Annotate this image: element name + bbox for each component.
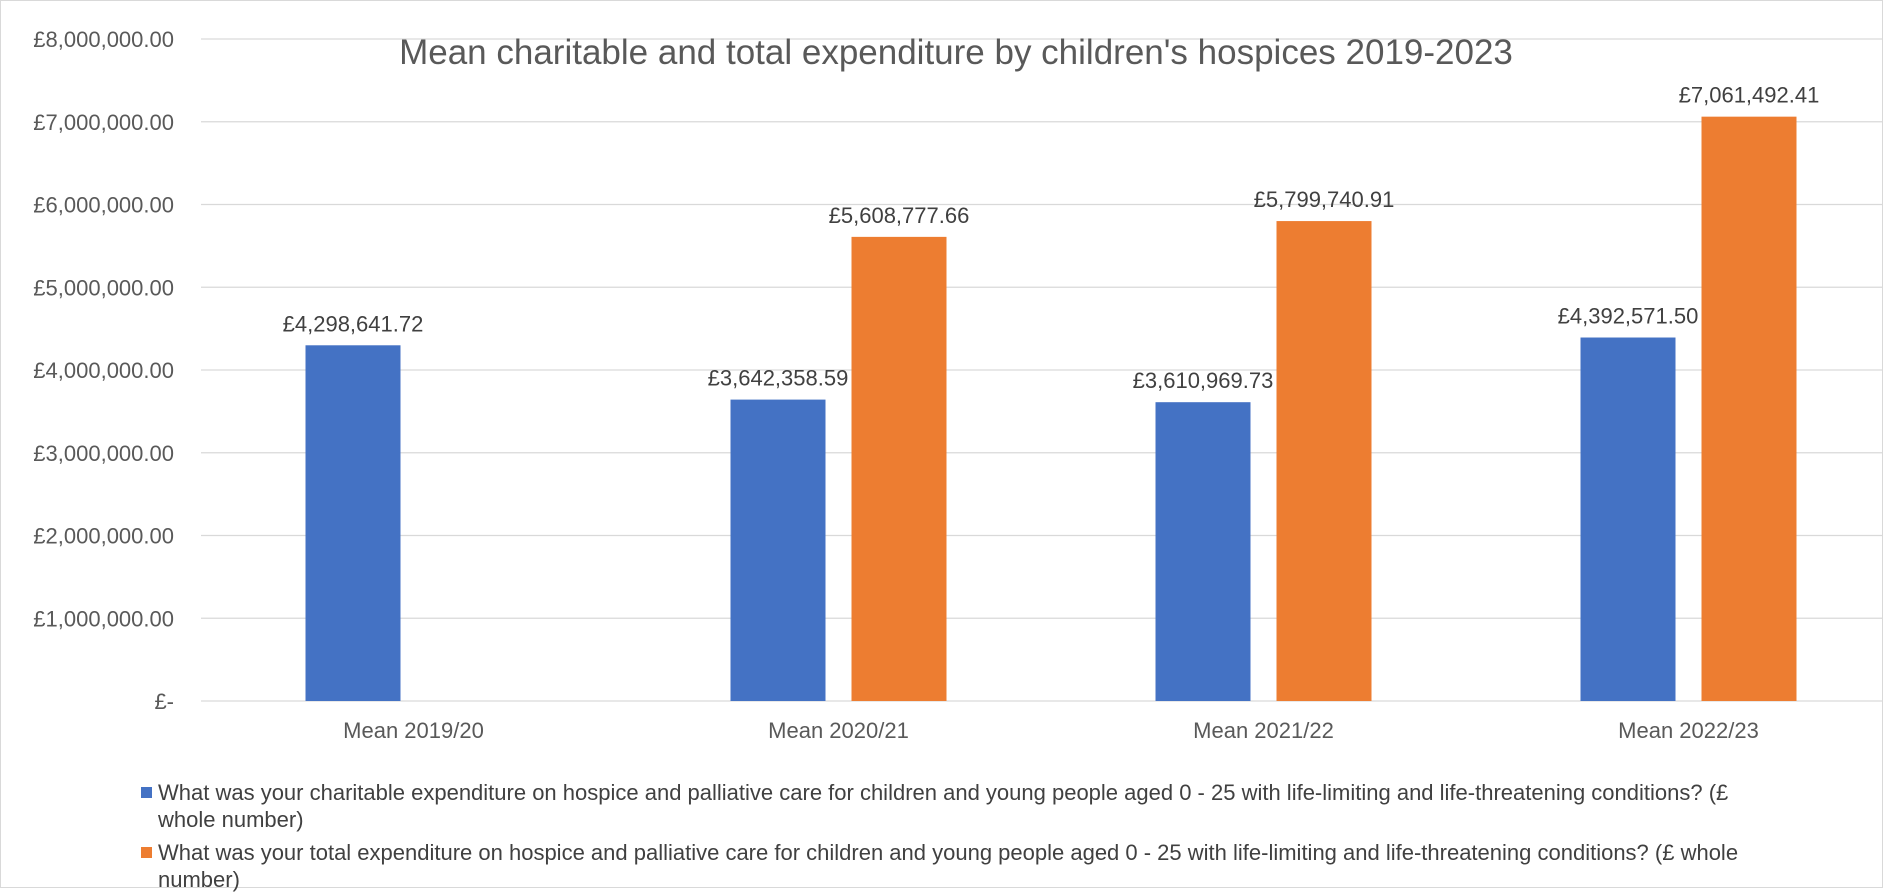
chart-title: Mean charitable and total expenditure by… — [399, 33, 1513, 72]
data-label: £7,061,492.41 — [1679, 83, 1820, 108]
y-tick-label: £8,000,000.00 — [33, 27, 174, 52]
y-tick-label: £2,000,000.00 — [33, 524, 174, 549]
legend-label-total: What was your total expenditure on hospi… — [158, 840, 1739, 892]
y-tick-label: £7,000,000.00 — [33, 110, 174, 135]
data-label: £3,642,358.59 — [708, 366, 849, 391]
bar-total-3 — [1701, 116, 1797, 702]
y-tick-label: £3,000,000.00 — [33, 441, 174, 466]
bar-charitable-0 — [305, 345, 401, 701]
bar-total-1 — [851, 236, 947, 701]
data-label: £5,608,777.66 — [829, 203, 970, 228]
data-label: £4,392,571.50 — [1558, 304, 1699, 329]
y-tick-label: £1,000,000.00 — [33, 606, 174, 631]
data-label: £4,298,641.72 — [283, 311, 424, 336]
bar-charitable-3 — [1580, 337, 1676, 701]
y-tick-label: £5,000,000.00 — [33, 275, 174, 300]
legend-swatch-charitable — [141, 787, 152, 798]
y-tick-label: £4,000,000.00 — [33, 358, 174, 383]
legend-item-total: What was your total expenditure on hospi… — [141, 839, 1781, 893]
legend-label-charitable: What was your charitable expenditure on … — [158, 780, 1729, 832]
x-tick-label: Mean 2019/20 — [343, 718, 484, 743]
x-tick-label: Mean 2020/21 — [768, 718, 909, 743]
bar-charitable-2 — [1155, 402, 1251, 701]
bar-charitable-1 — [730, 399, 826, 701]
legend-item-charitable: What was your charitable expenditure on … — [141, 779, 1781, 833]
bar-total-2 — [1276, 221, 1372, 701]
y-tick-label: £6,000,000.00 — [33, 193, 174, 218]
legend-swatch-total — [141, 847, 152, 858]
data-label: £5,799,740.91 — [1254, 187, 1395, 212]
y-tick-label: £- — [154, 689, 174, 714]
data-label: £3,610,969.73 — [1133, 368, 1274, 393]
x-tick-label: Mean 2022/23 — [1618, 718, 1759, 743]
x-tick-label: Mean 2021/22 — [1193, 718, 1334, 743]
